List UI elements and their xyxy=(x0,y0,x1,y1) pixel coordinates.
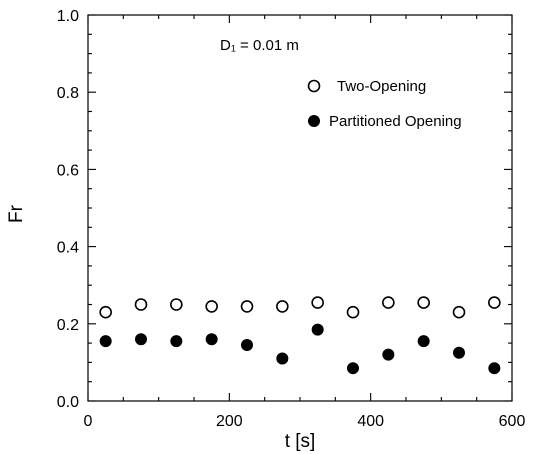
data-point-two-opening xyxy=(99,305,112,319)
x-tick-label: 400 xyxy=(357,413,384,430)
y-tick-label: 0.4 xyxy=(57,240,79,257)
legend-label-partitioned-opening: Partitioned Opening xyxy=(329,113,462,130)
data-point-partitioned-opening xyxy=(241,339,253,352)
data-point-two-opening xyxy=(382,296,395,309)
data-point-partitioned-opening xyxy=(488,362,501,375)
data-point-partitioned-opening xyxy=(347,362,359,375)
data-point-two-opening xyxy=(488,296,501,309)
data-point-two-opening xyxy=(134,298,148,311)
data-point-partitioned-opening xyxy=(276,352,289,365)
y-tick-label: 0.8 xyxy=(57,85,79,102)
tick-labels: 0 200 400 600 0.0 0.2 0.4 0.6 0.8 1.0 xyxy=(57,8,526,430)
data-point-two-opening xyxy=(276,300,289,313)
legend-label-two-opening: Two-Opening xyxy=(337,78,426,95)
y-axis-title: Fr xyxy=(6,204,27,223)
data-point-partitioned-opening xyxy=(99,335,112,348)
data-point-two-opening xyxy=(346,305,360,319)
plot-frame xyxy=(87,14,513,402)
data-point-two-opening xyxy=(452,305,466,319)
data-point-two-opening xyxy=(417,296,430,309)
legend-filled-circle-marker xyxy=(308,115,320,127)
data-point-partitioned-opening xyxy=(453,346,465,359)
data-point-partitioned-opening xyxy=(417,335,430,348)
y-tick-label: 1.0 xyxy=(57,8,79,25)
data-point-two-opening xyxy=(240,300,254,313)
data-point-two-opening xyxy=(170,298,183,311)
tick-marks xyxy=(87,14,513,402)
data-point-partitioned-opening xyxy=(205,333,218,346)
legend: Two-Opening Partitioned Opening xyxy=(307,78,462,130)
data-points xyxy=(99,296,501,375)
data-point-two-opening xyxy=(205,300,218,313)
x-axis-title: t [s] xyxy=(285,431,316,452)
data-point-partitioned-opening xyxy=(382,348,395,361)
y-tick-label: 0.0 xyxy=(57,394,79,411)
y-tick-label: 0.2 xyxy=(57,317,79,334)
x-tick-label: 200 xyxy=(216,413,243,430)
y-tick-label: 0.6 xyxy=(57,162,79,179)
data-point-two-opening xyxy=(311,296,324,309)
data-point-partitioned-opening xyxy=(311,323,324,336)
legend-open-circle-marker xyxy=(307,79,321,93)
data-point-partitioned-opening xyxy=(135,333,147,346)
data-point-partitioned-opening xyxy=(170,335,183,348)
x-tick-label: 600 xyxy=(499,413,526,430)
x-tick-label: 0 xyxy=(84,413,93,430)
annotation-d1: D₁ = 0.01 m xyxy=(220,37,299,54)
